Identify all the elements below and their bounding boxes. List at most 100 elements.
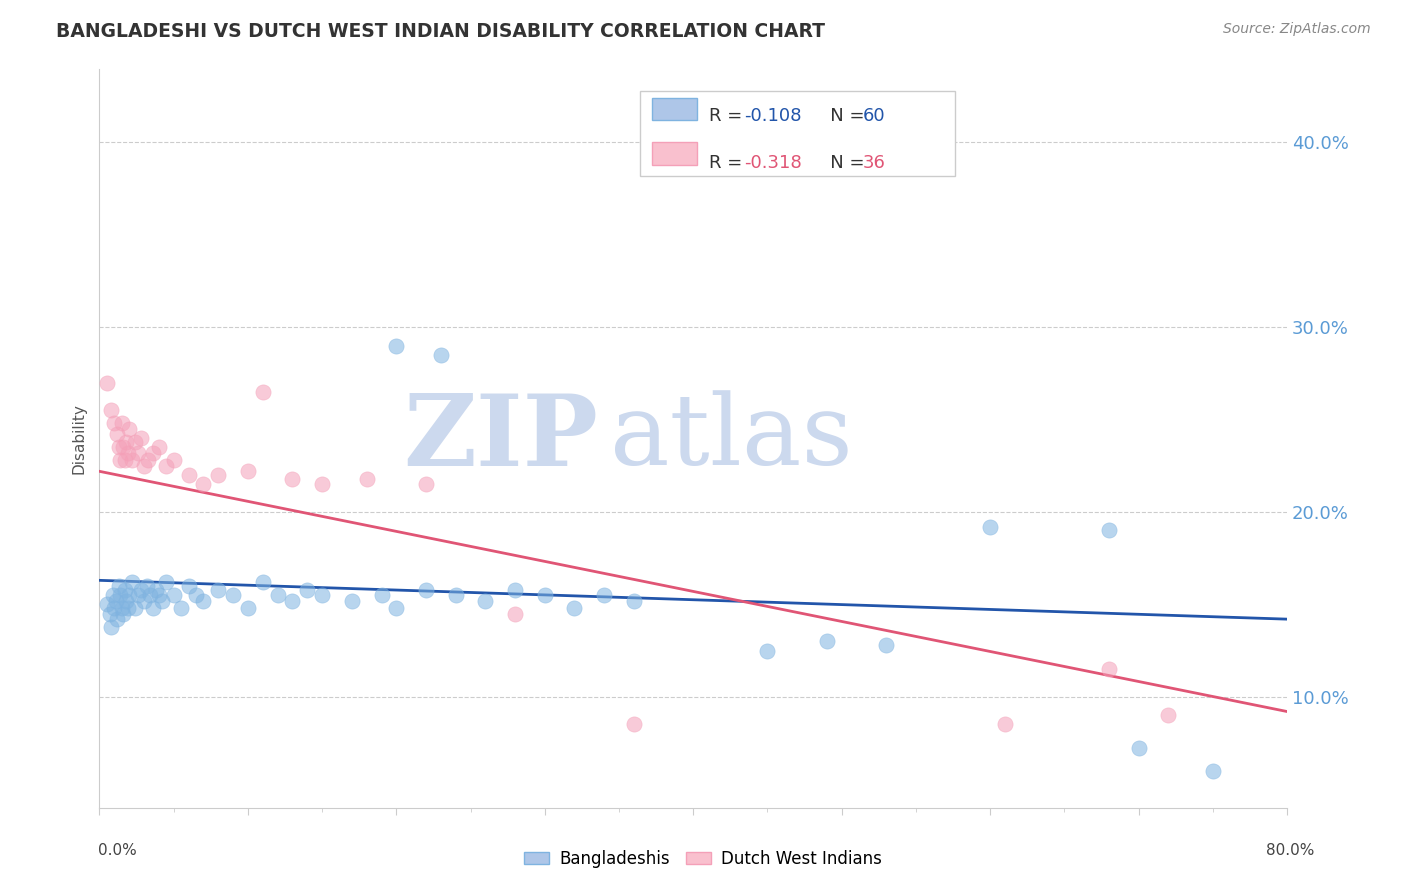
Point [1128, 741, 1150, 756]
Point [100, 403, 122, 417]
Point [105, 612, 128, 626]
Point [117, 446, 139, 460]
Point [385, 339, 408, 353]
Point [101, 588, 124, 602]
Text: R =: R = [709, 107, 748, 125]
Point [994, 717, 1017, 731]
FancyBboxPatch shape [640, 91, 955, 176]
Point [110, 453, 132, 467]
Point [370, 588, 392, 602]
Point [281, 593, 304, 607]
Text: ZIP: ZIP [404, 390, 598, 486]
Point [193, 593, 215, 607]
Point [177, 579, 200, 593]
Point [252, 384, 274, 399]
Point [163, 588, 186, 602]
Point [132, 458, 155, 473]
Point [103, 601, 125, 615]
Point [593, 588, 616, 602]
Point [266, 588, 288, 602]
Point [356, 472, 378, 486]
Point [207, 468, 229, 483]
Point [110, 588, 132, 602]
Point [430, 348, 453, 362]
Point [121, 453, 143, 467]
Point [281, 472, 304, 486]
Point [127, 446, 149, 460]
Point [139, 588, 162, 602]
Point [533, 588, 555, 602]
Point [117, 601, 139, 615]
Point [163, 453, 186, 467]
Point [112, 607, 135, 621]
Point [129, 431, 152, 445]
Point [875, 638, 897, 652]
Point [177, 468, 200, 483]
Point [115, 434, 138, 449]
Point [311, 588, 333, 602]
Point [98, 607, 121, 621]
Point [503, 607, 526, 621]
Point [415, 477, 437, 491]
Point [107, 579, 129, 593]
Point [474, 593, 496, 607]
Text: atlas: atlas [610, 390, 853, 486]
Point [105, 427, 128, 442]
Y-axis label: Disability: Disability [72, 402, 86, 474]
Text: -0.318: -0.318 [744, 153, 801, 171]
Point [112, 440, 135, 454]
Point [114, 453, 136, 467]
Point [311, 477, 333, 491]
FancyBboxPatch shape [652, 143, 697, 165]
Point [222, 588, 245, 602]
Point [138, 453, 160, 467]
Text: Source: ZipAtlas.com: Source: ZipAtlas.com [1223, 22, 1371, 37]
Text: BANGLADESHI VS DUTCH WEST INDIAN DISABILITY CORRELATION CHART: BANGLADESHI VS DUTCH WEST INDIAN DISABIL… [56, 22, 825, 41]
Point [96, 598, 118, 612]
Point [104, 593, 127, 607]
Point [815, 634, 838, 648]
Point [444, 588, 467, 602]
Point [385, 601, 408, 615]
Point [979, 520, 1001, 534]
Point [503, 582, 526, 597]
Point [100, 619, 122, 633]
Point [129, 582, 152, 597]
Point [155, 458, 177, 473]
FancyBboxPatch shape [652, 98, 697, 120]
Point [111, 417, 134, 431]
Text: 60: 60 [863, 107, 886, 125]
Point [1202, 764, 1225, 778]
Point [118, 588, 141, 602]
Point [623, 593, 645, 607]
Point [623, 717, 645, 731]
Point [564, 601, 586, 615]
Point [118, 422, 141, 436]
Point [340, 593, 363, 607]
Point [124, 601, 146, 615]
Point [124, 434, 146, 449]
Text: 80.0%: 80.0% [1267, 843, 1315, 858]
Point [107, 440, 129, 454]
Point [148, 440, 170, 454]
Point [236, 601, 259, 615]
Point [170, 601, 193, 615]
Point [1098, 524, 1121, 538]
Point [1157, 708, 1180, 723]
Point [155, 575, 177, 590]
Point [236, 464, 259, 478]
Text: 0.0%: 0.0% [98, 843, 138, 858]
Point [115, 593, 138, 607]
Point [96, 376, 118, 390]
Text: N =: N = [813, 153, 870, 171]
Text: N =: N = [813, 107, 870, 125]
Point [132, 593, 155, 607]
Text: -0.108: -0.108 [744, 107, 801, 125]
Point [148, 588, 170, 602]
Point [150, 593, 173, 607]
Point [184, 588, 207, 602]
Legend: Bangladeshis, Dutch West Indians: Bangladeshis, Dutch West Indians [517, 844, 889, 875]
Point [756, 643, 779, 657]
Point [136, 579, 159, 593]
Point [1098, 662, 1121, 676]
